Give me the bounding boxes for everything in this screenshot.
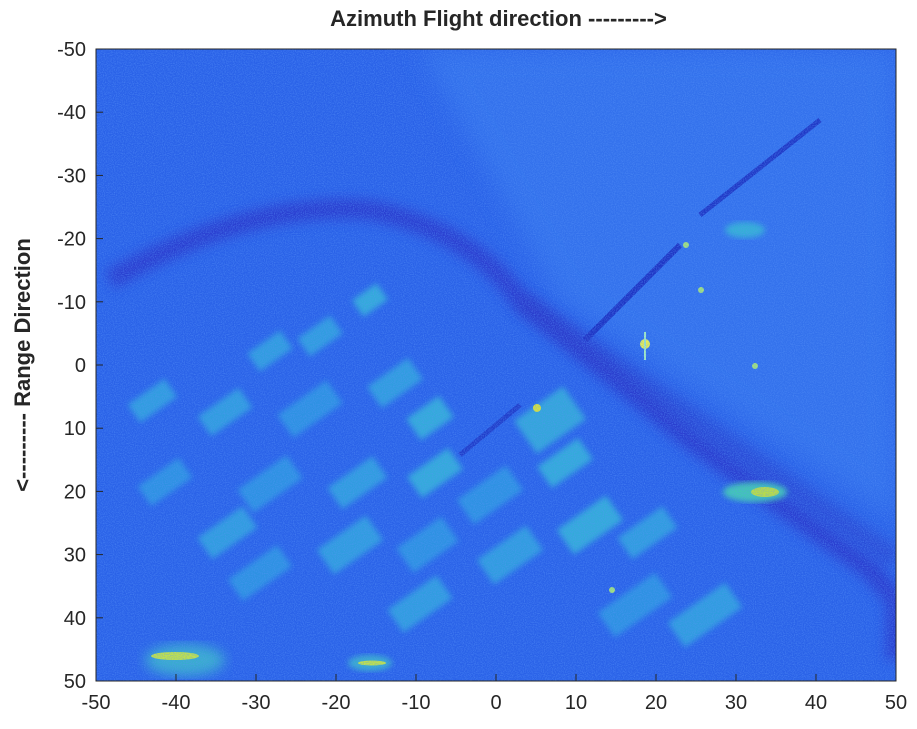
x-tick-label: 50 bbox=[885, 692, 907, 714]
y-tick-label: -20 bbox=[57, 229, 86, 251]
x-tick-label: 30 bbox=[725, 692, 747, 714]
x-tick-label: -50 bbox=[82, 692, 111, 714]
y-tick-label: 40 bbox=[64, 608, 86, 630]
y-tick-label: 30 bbox=[64, 545, 86, 567]
x-tick-label: -20 bbox=[322, 692, 351, 714]
x-tick-label: 0 bbox=[490, 692, 501, 714]
speckle-noise bbox=[96, 49, 896, 681]
y-tick-label: -40 bbox=[57, 102, 86, 124]
x-tick-label: 40 bbox=[805, 692, 827, 714]
x-tick-label: -30 bbox=[242, 692, 271, 714]
x-axis: -50 -40 -30 -20 -10 0 10 20 30 40 50 bbox=[82, 674, 907, 714]
image-area bbox=[96, 49, 896, 681]
x-tick-label: -10 bbox=[402, 692, 431, 714]
figure-title: Azimuth Flight direction ---------> bbox=[330, 6, 667, 31]
y-tick-label: 20 bbox=[64, 481, 86, 503]
x-tick-label: 10 bbox=[565, 692, 587, 714]
y-tick-label: -30 bbox=[57, 165, 86, 187]
x-tick-label: 20 bbox=[645, 692, 667, 714]
y-tick-label: -10 bbox=[57, 292, 86, 314]
y-axis: -50 -40 -30 -20 -10 0 10 20 30 40 50 bbox=[57, 39, 103, 693]
y-tick-label: 50 bbox=[64, 671, 86, 693]
y-tick-label: 10 bbox=[64, 418, 86, 440]
y-tick-label: 0 bbox=[75, 355, 86, 377]
x-tick-label: -40 bbox=[162, 692, 191, 714]
y-tick-label: -50 bbox=[57, 39, 86, 61]
